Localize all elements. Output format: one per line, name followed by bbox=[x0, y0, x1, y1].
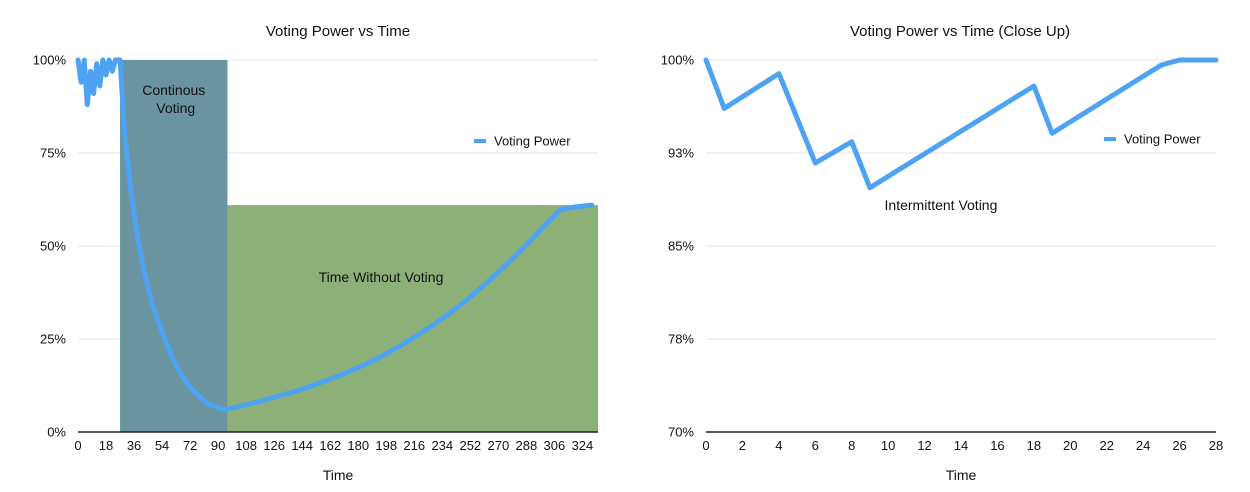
x-tick-label: 36 bbox=[127, 438, 141, 453]
x-tick-label: 2 bbox=[739, 438, 746, 453]
x-tick-label: 324 bbox=[572, 438, 594, 453]
x-axis-label: Time bbox=[946, 467, 977, 483]
x-tick-label: 0 bbox=[74, 438, 81, 453]
series-line-voting-power bbox=[703, 57, 1219, 191]
x-tick-label: 22 bbox=[1099, 438, 1113, 453]
x-tick-label: 72 bbox=[183, 438, 197, 453]
x-tick-label: 234 bbox=[431, 438, 453, 453]
y-tick-label: 100% bbox=[33, 53, 67, 68]
x-tick-label: 28 bbox=[1209, 438, 1223, 453]
x-tick-label: 8 bbox=[848, 438, 855, 453]
x-axis-label: Time bbox=[323, 467, 354, 483]
x-tick-label: 270 bbox=[488, 438, 510, 453]
x-tick-label: 180 bbox=[347, 438, 369, 453]
series-line-voting-power bbox=[75, 57, 595, 413]
x-tick-label: 0 bbox=[702, 438, 709, 453]
y-tick-label: 70% bbox=[668, 425, 694, 440]
x-tick-label: 216 bbox=[403, 438, 425, 453]
legend-label: Voting Power bbox=[1124, 132, 1201, 147]
y-tick-label: 50% bbox=[40, 239, 66, 254]
x-tick-label: 198 bbox=[375, 438, 397, 453]
x-tick-label: 20 bbox=[1063, 438, 1077, 453]
x-tick-label: 18 bbox=[1027, 438, 1041, 453]
annotation-intermittent-voting: Intermittent Voting bbox=[885, 197, 998, 213]
x-tick-label: 12 bbox=[917, 438, 931, 453]
legend: Voting Power bbox=[474, 134, 571, 149]
region-time-without-voting bbox=[227, 205, 599, 432]
y-tick-label: 93% bbox=[668, 146, 694, 161]
y-tick-label: 0% bbox=[47, 425, 66, 440]
x-tick-label: 10 bbox=[881, 438, 895, 453]
legend-label: Voting Power bbox=[494, 134, 571, 149]
x-tick-label: 16 bbox=[990, 438, 1004, 453]
y-tick-label: 100% bbox=[661, 53, 695, 68]
y-tick-label: 25% bbox=[40, 332, 66, 347]
x-tick-label: 252 bbox=[459, 438, 481, 453]
x-tick-label: 18 bbox=[99, 438, 113, 453]
x-tick-label: 162 bbox=[319, 438, 341, 453]
chart-title: Voting Power vs Time (Close Up) bbox=[850, 23, 1070, 40]
x-tick-label: 144 bbox=[291, 438, 313, 453]
x-tick-label: 24 bbox=[1136, 438, 1150, 453]
y-tick-label: 78% bbox=[668, 332, 694, 347]
x-tick-label: 288 bbox=[516, 438, 538, 453]
x-tick-label: 306 bbox=[544, 438, 566, 453]
region-label-continuous-voting: Continous Voting bbox=[142, 82, 205, 116]
x-tick-label: 14 bbox=[954, 438, 968, 453]
chart-1: Voting Power vs Time 0% 25% 50% 75% 100% 0 18 36… bbox=[33, 23, 599, 483]
legend: Voting Power bbox=[1104, 132, 1201, 147]
y-tick-label: 75% bbox=[40, 146, 66, 161]
x-tick-label: 6 bbox=[812, 438, 819, 453]
region-label-time-without-voting: Time Without Voting bbox=[319, 269, 444, 285]
x-tick-label: 90 bbox=[211, 438, 225, 453]
x-tick-label: 26 bbox=[1172, 438, 1186, 453]
chart-2: Voting Power vs Time (Close Up) 70% 78% 85%… bbox=[661, 23, 1223, 483]
x-tick-label: 108 bbox=[235, 438, 257, 453]
chart-title: Voting Power vs Time bbox=[266, 23, 410, 40]
y-tick-label: 85% bbox=[668, 239, 694, 254]
x-tick-label: 126 bbox=[263, 438, 285, 453]
x-tick-label: 54 bbox=[155, 438, 169, 453]
x-tick-label: 4 bbox=[775, 438, 782, 453]
